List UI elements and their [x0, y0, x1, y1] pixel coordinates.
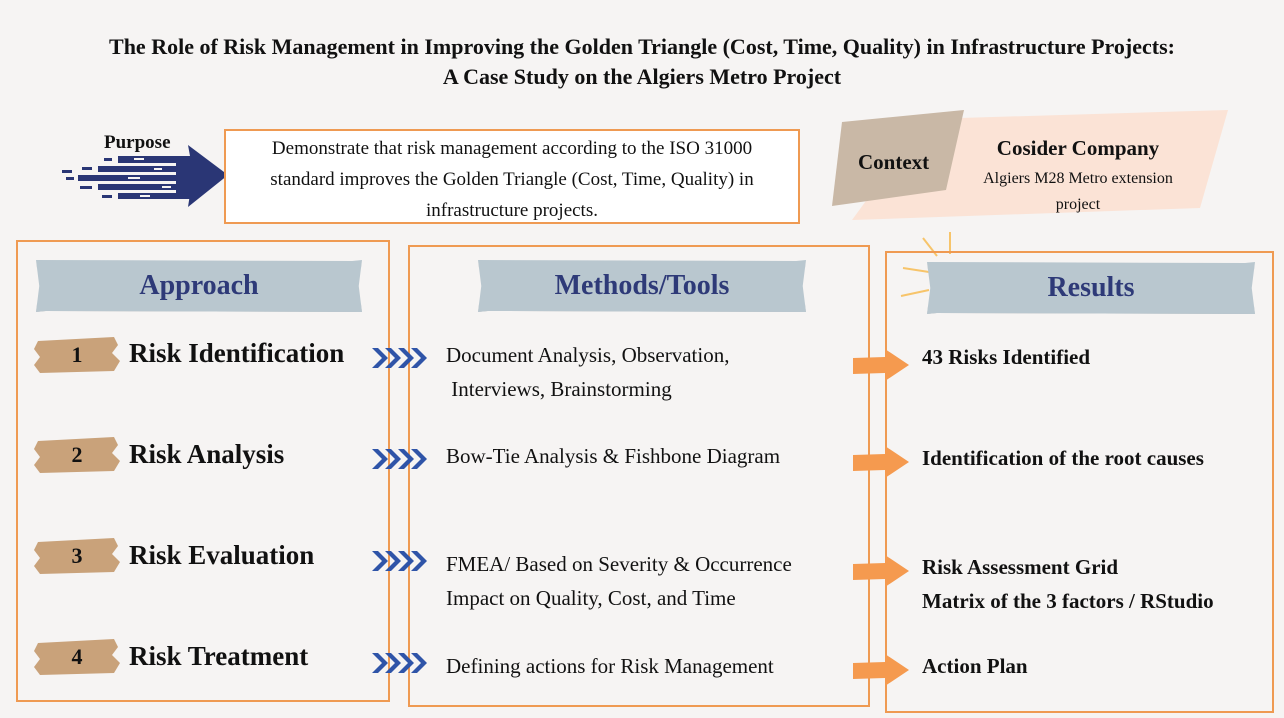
step-number-badge: 1	[34, 335, 120, 375]
purpose-line-2: standard improves the Golden Triangle (C…	[270, 169, 754, 190]
method-text: Bow-Tie Analysis & Fishbone Diagram	[446, 439, 780, 473]
company-description-line-1: Algiers M28 Metro extension	[983, 170, 1173, 187]
context-shape	[832, 110, 1228, 220]
step-number: 2	[71, 442, 83, 467]
result-arrow-icon	[853, 654, 909, 686]
result-line-1: Risk Assessment Grid	[922, 555, 1119, 579]
result-text: Risk Assessment Grid Matrix of the 3 fac…	[922, 550, 1214, 618]
method-line-1: FMEA/ Based on Severity & Occurrence	[446, 552, 792, 576]
step-number-badge: 2	[34, 435, 120, 475]
chevrons-icon	[372, 551, 427, 571]
methods-heading: Methods/Tools	[478, 260, 806, 312]
result-line-1: 43 Risks Identified	[922, 345, 1091, 369]
context-label: Context	[858, 150, 930, 174]
chevrons-icon	[372, 348, 427, 368]
result-text: Action Plan	[922, 649, 1028, 683]
result-arrow-icon	[853, 446, 909, 478]
method-line-2: Interviews, Brainstorming	[446, 377, 672, 401]
results-panel	[885, 251, 1274, 713]
results-heading: Results	[927, 262, 1255, 314]
result-text: Identification of the root causes	[922, 441, 1204, 475]
title-line-1: The Role of Risk Management in Improving…	[109, 34, 1175, 59]
approach-panel	[16, 240, 390, 702]
method-line-1: Bow-Tie Analysis & Fishbone Diagram	[446, 444, 781, 468]
step-label: Risk Treatment	[129, 641, 309, 671]
method-text: Document Analysis, Observation, Intervie…	[446, 338, 729, 406]
step-label: Risk Identification	[129, 338, 345, 368]
result-line-1: Action Plan	[922, 654, 1028, 678]
chevrons-icon	[372, 449, 427, 469]
methods-panel	[408, 245, 870, 707]
step-number: 1	[71, 342, 83, 367]
method-text: Defining actions for Risk Management	[446, 649, 774, 683]
method-text: FMEA/ Based on Severity & Occurrence Imp…	[446, 547, 792, 615]
step-number: 4	[71, 644, 83, 669]
chevrons-icon	[372, 653, 427, 673]
approach-heading: Approach	[36, 260, 362, 312]
purpose-line-3: infrastructure projects.	[426, 200, 598, 221]
purpose-box: Demonstrate that risk management accordi…	[224, 129, 800, 224]
result-arrow-icon	[853, 555, 909, 587]
title-line-2: A Case Study on the Algiers Metro Projec…	[442, 64, 842, 89]
sparkle-icon	[900, 232, 951, 297]
company-description-line-2: project	[1055, 196, 1101, 213]
company-name: Cosider Company	[996, 136, 1160, 160]
step-number-badge: 3	[34, 536, 120, 576]
purpose-line-1: Demonstrate that risk management accordi…	[271, 138, 753, 159]
step-label: Risk Evaluation	[129, 540, 315, 570]
result-text: 43 Risks Identified	[922, 340, 1090, 374]
page-title: The Role of Risk Management in Improving…	[0, 32, 1284, 92]
result-line-2: Matrix of the 3 factors / RStudio	[922, 589, 1214, 613]
purpose-arrow-icon	[62, 145, 228, 207]
method-line-2: Impact on Quality, Cost, and Time	[446, 586, 736, 610]
company-description: Algiers M28 Metro extension project	[960, 166, 1196, 218]
step-label: Risk Analysis	[129, 439, 285, 469]
result-arrow-icon	[853, 349, 909, 381]
result-line-1: Identification of the root causes	[922, 446, 1204, 470]
method-line-1: Defining actions for Risk Management	[446, 654, 774, 678]
method-line-1: Document Analysis, Observation,	[446, 343, 730, 367]
purpose-label: Purpose	[104, 132, 171, 153]
step-number-badge: 4	[34, 637, 120, 677]
step-number: 3	[71, 543, 83, 568]
